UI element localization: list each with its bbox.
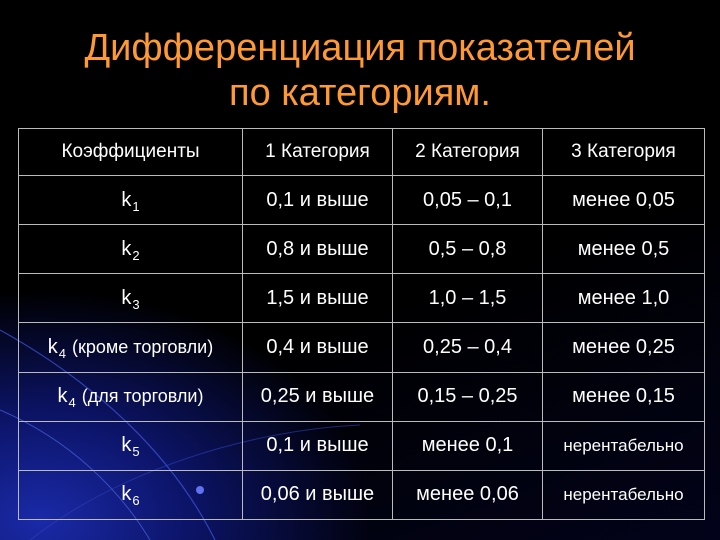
category-1-cell: 0,8 и выше xyxy=(242,224,393,275)
category-1-cell: 0,06 и выше xyxy=(242,469,393,521)
category-1-cell: 0,1 и выше xyxy=(242,175,393,226)
category-3-cell: менее 0,05 xyxy=(542,175,705,226)
coefficient-cell: k5 xyxy=(18,420,243,471)
table-row: k6 0,06 и выше менее 0,06 нерентабельно xyxy=(18,469,705,521)
coefficient-cell: k2 xyxy=(18,224,243,275)
category-2-cell: 0,15 – 0,25 xyxy=(392,371,543,422)
table-row: k2 0,8 и выше 0,5 – 0,8 менее 0,5 xyxy=(18,224,705,275)
title-line-1: Дифференциация показателей xyxy=(84,27,636,69)
category-2-cell: менее 0,1 xyxy=(392,420,543,471)
header-category-2: 2 Категория xyxy=(392,127,543,177)
table-row: k4 (для торговли) 0,25 и выше 0,15 – 0,25… xyxy=(18,371,705,422)
category-3-cell: менее 0,25 xyxy=(542,322,705,373)
category-1-cell: 0,4 и выше xyxy=(242,322,393,373)
header-coefficients: Коэффициенты xyxy=(18,127,243,177)
coefficient-cell: k1 xyxy=(18,175,243,226)
table-header-row: Коэффициенты 1 Категория 2 Категория 3 К… xyxy=(18,127,705,177)
header-category-1: 1 Категория xyxy=(242,127,393,177)
coefficient-cell: k4 (кроме торговли) xyxy=(18,322,243,373)
category-3-cell: нерентабельно xyxy=(542,469,705,521)
category-3-cell: нерентабельно xyxy=(542,420,705,471)
coefficient-cell: k3 xyxy=(18,273,243,324)
category-1-cell: 0,1 и выше xyxy=(242,420,393,471)
table-row: k4 (кроме торговли) 0,4 и выше 0,25 – 0,4… xyxy=(18,322,705,373)
category-2-cell: 0,5 – 0,8 xyxy=(392,224,543,275)
title-line-2: по категориям. xyxy=(229,72,491,114)
slide-title: Дифференциация показателей по категориям… xyxy=(0,26,720,116)
category-2-cell: 1,0 – 1,5 xyxy=(392,273,543,324)
category-3-cell: менее 0,5 xyxy=(542,224,705,275)
header-category-3: 3 Категория xyxy=(542,127,705,177)
table-row: k1 0,1 и выше 0,05 – 0,1 менее 0,05 xyxy=(18,175,705,226)
category-1-cell: 1,5 и выше xyxy=(242,273,393,324)
category-2-cell: 0,05 – 0,1 xyxy=(392,175,543,226)
coefficient-cell: k4 (для торговли) xyxy=(18,371,243,422)
table-row: k5 0,1 и выше менее 0,1 нерентабельно xyxy=(18,420,705,471)
categories-table: Коэффициенты 1 Категория 2 Категория 3 К… xyxy=(18,127,705,521)
category-1-cell: 0,25 и выше xyxy=(242,371,393,422)
coefficient-cell: k6 xyxy=(18,469,243,521)
category-3-cell: менее 0,15 xyxy=(542,371,705,422)
category-3-cell: менее 1,0 xyxy=(542,273,705,324)
category-2-cell: менее 0,06 xyxy=(392,469,543,521)
table-row: k3 1,5 и выше 1,0 – 1,5 менее 1,0 xyxy=(18,273,705,324)
category-2-cell: 0,25 – 0,4 xyxy=(392,322,543,373)
